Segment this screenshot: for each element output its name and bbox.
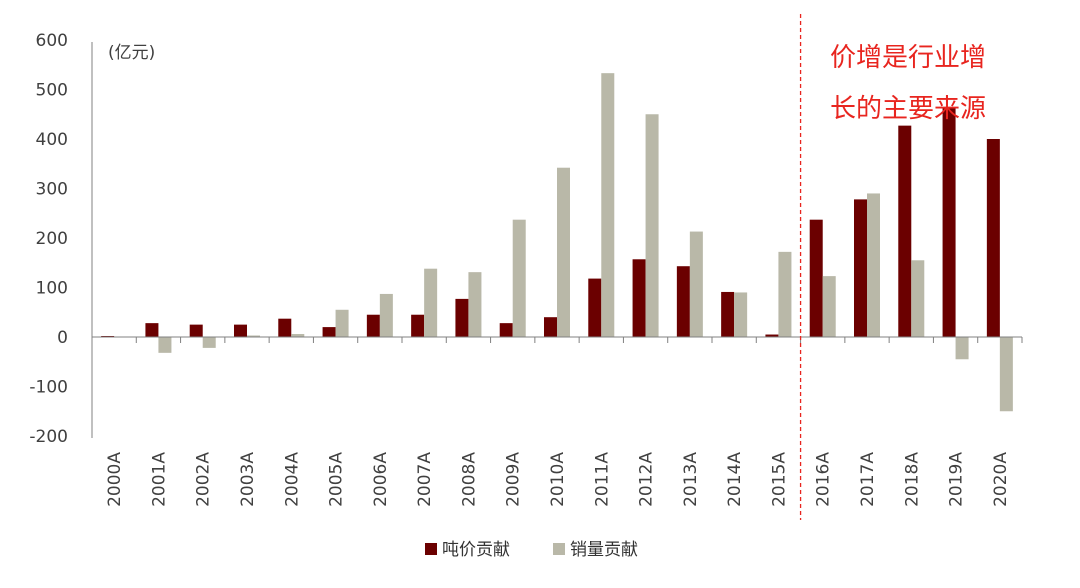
x-tick-label: 2013A — [681, 452, 701, 507]
x-axis-ticks: 2000A 2001A 2002A 2003A 2004A 2005A 2006A 2007A… — [91, 337, 1023, 507]
x-tick-label: 2000A — [105, 452, 125, 507]
bar-price-2003A — [234, 324, 247, 337]
bar-price-2020A — [986, 139, 1000, 337]
y-tick-label: 200 — [36, 229, 68, 249]
bar-volume-2008A — [468, 272, 482, 337]
bar-volume-2004A — [291, 334, 305, 337]
x-tick-label: 2015A — [769, 452, 789, 507]
x-tick-label: 2012A — [637, 452, 657, 507]
legend-label-price: 吨价贡献 — [442, 540, 510, 560]
x-tick-label: 2019A — [947, 452, 967, 507]
bar-price-2002A — [189, 324, 203, 337]
bar-volume-2012A — [645, 114, 659, 337]
bar-volume-2015A — [778, 251, 792, 337]
x-tick-label: 2008A — [459, 452, 479, 507]
bar-price-2001A — [145, 323, 159, 337]
bar-price-2019A — [942, 107, 956, 337]
bar-volume-2003A — [247, 335, 260, 337]
bar-price-2015A — [765, 334, 779, 337]
bar-price-2009A — [499, 323, 513, 337]
bars-group — [101, 73, 1013, 412]
x-tick-label: 2006A — [371, 452, 391, 507]
bar-volume-2017A — [867, 193, 880, 337]
x-tick-label: 2011A — [592, 452, 612, 507]
legend: 吨价贡献 销量贡献 — [425, 540, 638, 560]
annotation-line-2: 长的主要来源 — [830, 94, 986, 124]
x-tick-label: 2004A — [282, 452, 302, 507]
y-tick-label: 0 — [57, 328, 68, 348]
y-tick-label: 400 — [36, 130, 68, 150]
bar-price-2007A — [411, 314, 425, 337]
annotation-line-1: 价增是行业增 — [830, 43, 986, 73]
x-tick-label: 2020A — [991, 452, 1011, 507]
bar-price-2018A — [898, 125, 912, 337]
bar-volume-2018A — [911, 260, 925, 337]
bar-volume-2020A — [999, 337, 1013, 412]
y-tick-label: 600 — [36, 31, 68, 51]
bar-volume-2010A — [557, 167, 570, 337]
x-tick-label: 2003A — [238, 452, 258, 507]
y-tick-label: 100 — [36, 279, 68, 299]
bar-price-2011A — [588, 278, 602, 337]
legend-swatch-price — [425, 543, 437, 555]
y-tick-label: 500 — [36, 81, 68, 101]
bar-price-2004A — [278, 318, 292, 337]
bar-price-2008A — [455, 298, 469, 337]
x-tick-label: 2001A — [149, 452, 169, 507]
y-tick-label: -200 — [29, 427, 68, 447]
bar-price-2013A — [676, 266, 690, 337]
bar-price-2012A — [632, 259, 646, 337]
bar-volume-2006A — [379, 293, 393, 337]
bar-price-2006A — [366, 314, 380, 337]
y-axis-unit-label: (亿元) — [108, 43, 155, 63]
legend-label-volume: 销量贡献 — [570, 540, 638, 560]
y-tick-label: -100 — [29, 378, 68, 398]
x-tick-label: 2017A — [858, 452, 878, 507]
bar-volume-2016A — [822, 276, 836, 337]
x-tick-label: 2010A — [548, 452, 568, 507]
x-tick-label: 2018A — [902, 452, 922, 507]
y-tick-label: 300 — [36, 180, 68, 200]
x-tick-label: 2005A — [327, 452, 347, 507]
x-tick-label: 2016A — [814, 452, 834, 507]
legend-swatch-volume — [553, 543, 565, 555]
x-tick-label: 2014A — [725, 452, 745, 507]
bar-volume-2013A — [689, 231, 703, 337]
x-tick-label: 2009A — [504, 452, 524, 507]
bar-volume-2019A — [955, 337, 969, 360]
bar-volume-2002A — [202, 337, 216, 348]
bar-volume-2007A — [424, 268, 438, 337]
x-tick-label: 2007A — [415, 452, 435, 507]
bar-price-2017A — [854, 199, 867, 337]
bar-volume-2005A — [335, 309, 349, 337]
bar-volume-2011A — [601, 73, 615, 337]
x-tick-label: 2002A — [194, 452, 214, 507]
bar-price-2016A — [809, 219, 823, 337]
bar-volume-2001A — [158, 337, 172, 353]
bar-volume-2014A — [734, 292, 748, 337]
bar-price-2005A — [322, 327, 336, 337]
y-axis-ticks: -200 -100 0 100 200 300 400 500 600 — [29, 31, 68, 447]
bar-volume-2009A — [512, 219, 526, 337]
bar-price-2014A — [721, 291, 735, 337]
bar-price-2010A — [544, 317, 557, 337]
